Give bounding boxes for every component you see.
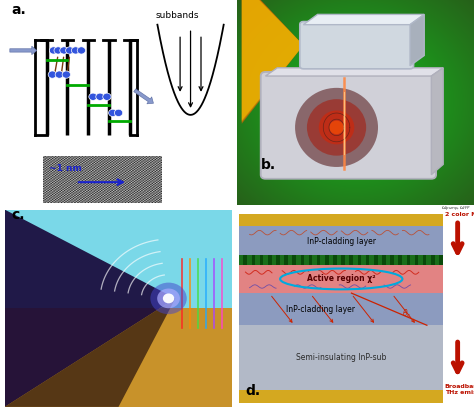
- Circle shape: [62, 71, 71, 78]
- Bar: [239, 325, 443, 390]
- Bar: [423, 255, 427, 265]
- Polygon shape: [5, 298, 175, 407]
- Circle shape: [55, 71, 64, 78]
- Bar: [325, 255, 328, 265]
- Text: ~1 nm: ~1 nm: [48, 164, 82, 173]
- Circle shape: [49, 47, 58, 54]
- Polygon shape: [5, 210, 175, 407]
- Bar: [431, 255, 435, 265]
- Text: subbands: subbands: [155, 11, 199, 20]
- Circle shape: [89, 93, 97, 100]
- Bar: [349, 255, 353, 265]
- Text: $\theta_c$: $\theta_c$: [402, 308, 412, 320]
- Polygon shape: [242, 0, 303, 122]
- Ellipse shape: [307, 99, 366, 156]
- Bar: [5, 308, 232, 407]
- Bar: [301, 255, 304, 265]
- Circle shape: [150, 283, 187, 314]
- Bar: [5, 210, 232, 308]
- Circle shape: [114, 109, 123, 116]
- Bar: [292, 255, 296, 265]
- Circle shape: [157, 289, 180, 308]
- Bar: [244, 255, 247, 265]
- Bar: [284, 255, 288, 265]
- Bar: [341, 255, 345, 265]
- Polygon shape: [242, 0, 303, 124]
- Bar: [239, 390, 443, 403]
- Circle shape: [54, 47, 63, 54]
- Circle shape: [77, 47, 86, 54]
- FancyBboxPatch shape: [300, 22, 413, 69]
- Bar: [366, 255, 369, 265]
- Circle shape: [109, 109, 117, 116]
- Bar: [382, 255, 386, 265]
- Text: InP-cladding layer: InP-cladding layer: [286, 305, 356, 314]
- Bar: [239, 226, 443, 255]
- Polygon shape: [431, 68, 443, 175]
- Bar: [333, 255, 337, 265]
- Text: Active region χ²: Active region χ²: [307, 275, 375, 284]
- Bar: [239, 214, 443, 226]
- Bar: [239, 265, 443, 293]
- Text: c.: c.: [11, 208, 25, 222]
- Text: Semi-insulating InP-sub: Semi-insulating InP-sub: [296, 353, 386, 362]
- Text: Broadband
THz emission: Broadband THz emission: [445, 385, 474, 395]
- Bar: [239, 255, 443, 265]
- Circle shape: [60, 47, 68, 54]
- Text: 2 color MIR: 2 color MIR: [445, 212, 474, 217]
- Polygon shape: [242, 0, 303, 121]
- Polygon shape: [303, 14, 424, 25]
- Bar: [374, 255, 378, 265]
- Polygon shape: [265, 68, 443, 76]
- Bar: [357, 255, 361, 265]
- Bar: [252, 255, 255, 265]
- FancyBboxPatch shape: [261, 72, 436, 179]
- Text: InP-cladding layer: InP-cladding layer: [307, 237, 376, 246]
- Ellipse shape: [295, 88, 378, 167]
- Bar: [268, 255, 272, 265]
- Ellipse shape: [329, 121, 344, 134]
- Bar: [415, 255, 419, 265]
- Text: a.: a.: [12, 3, 27, 17]
- Circle shape: [103, 93, 111, 100]
- Circle shape: [65, 47, 74, 54]
- Bar: [309, 255, 312, 265]
- Bar: [390, 255, 394, 265]
- Circle shape: [163, 293, 174, 303]
- Ellipse shape: [319, 111, 354, 144]
- Bar: [239, 293, 443, 325]
- Bar: [260, 255, 264, 265]
- Polygon shape: [410, 14, 424, 66]
- Text: d.: d.: [246, 384, 261, 398]
- Text: $\omega_{pump}, \omega_{FP}$: $\omega_{pump}, \omega_{FP}$: [441, 204, 471, 213]
- Bar: [439, 255, 443, 265]
- Text: b.: b.: [261, 157, 276, 171]
- Bar: [317, 255, 320, 265]
- Circle shape: [72, 47, 80, 54]
- Bar: [398, 255, 402, 265]
- Bar: [407, 255, 410, 265]
- Circle shape: [48, 71, 56, 78]
- Circle shape: [96, 93, 104, 100]
- Bar: [276, 255, 280, 265]
